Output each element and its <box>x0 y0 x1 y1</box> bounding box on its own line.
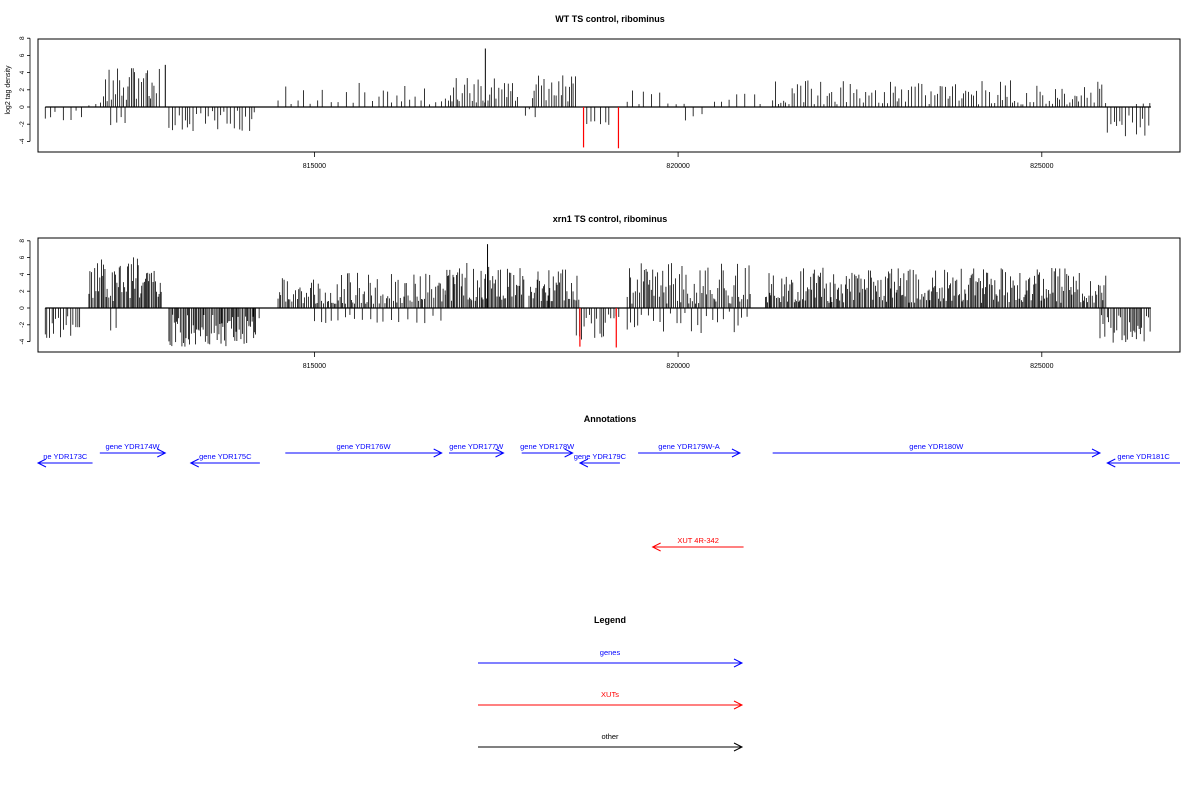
legend: Legend genes XUTs other <box>478 615 744 752</box>
x-tick-label: 825000 <box>1030 163 1053 170</box>
annotation-feature: gene YDR179C <box>574 452 627 468</box>
panel-wt-title: WT TS control, ribominus <box>555 14 665 24</box>
y-tick-label: 6 <box>19 53 26 57</box>
feature-arrowhead <box>564 448 574 458</box>
feature-arrowhead <box>1106 458 1116 468</box>
y-tick-label: 4 <box>19 70 26 74</box>
panel-wt-frame <box>37 38 1181 153</box>
annotations-title: Annotations <box>584 414 637 424</box>
feature-arrowhead <box>651 542 661 552</box>
feature-arrowhead <box>189 458 199 468</box>
annotations-track: Annotations ne YDR173C gene YDR174W gene Y… <box>36 414 1180 552</box>
x-tick-label: 820000 <box>666 163 689 170</box>
feature-arrowhead <box>1091 448 1102 458</box>
x-tick-label: 825000 <box>1030 363 1053 370</box>
y-tick-label: 2 <box>19 88 26 92</box>
y-tick-label: -4 <box>19 338 26 344</box>
legend-arrowhead <box>733 742 744 752</box>
feature-label: gene YDR175C <box>199 452 252 461</box>
feature-label: gene YDR174W <box>106 442 161 451</box>
panel-xrn1-x-axis: 815000 820000 825000 <box>303 352 1054 370</box>
legend-title: Legend <box>594 615 626 625</box>
y-tick-label: -2 <box>19 121 26 127</box>
y-tick-label: 6 <box>19 255 26 259</box>
annotation-feature: ne YDR173C <box>36 452 93 468</box>
y-tick-label: 8 <box>19 36 26 40</box>
legend-label: genes <box>600 648 621 657</box>
feature-arrowhead <box>495 448 505 458</box>
legend-item: genes <box>478 648 744 668</box>
panel-wt-ylabel: log2 tag density <box>5 65 12 115</box>
annotation-feature: gene YDR181C <box>1106 452 1180 468</box>
feature-arrowhead <box>433 448 443 458</box>
feature-arrowhead <box>157 448 167 458</box>
y-tick-label: 2 <box>19 289 26 293</box>
panel-xrn1-bars <box>44 244 1151 348</box>
y-tick-label: 8 <box>19 239 26 243</box>
panel-xrn1-frame <box>37 237 1181 353</box>
y-tick-label: 4 <box>19 272 26 276</box>
panel-xrn1-title: xrn1 TS control, ribominus <box>553 214 668 224</box>
feature-label: gene YDR179W-A <box>658 442 719 451</box>
feature-label: XUT 4R-342 <box>677 536 719 545</box>
feature-arrowhead <box>731 448 742 458</box>
y-tick-label: -2 <box>19 322 26 328</box>
y-tick-label: 0 <box>19 105 26 109</box>
feature-label: ne YDR173C <box>43 452 88 461</box>
panel-wt: WT TS control, ribominus log2 tag densit… <box>5 14 1181 170</box>
feature-label: gene YDR177W <box>449 442 504 451</box>
legend-arrowhead <box>733 700 744 710</box>
panel-wt-bars <box>44 48 1151 149</box>
x-tick-label: 820000 <box>666 363 689 370</box>
panel-xrn1-y-axis: -4 -2 0 2 4 6 8 <box>19 239 31 344</box>
x-tick-label: 815000 <box>303 363 326 370</box>
annotation-feature: gene YDR175C <box>189 452 260 468</box>
legend-item: XUTs <box>478 690 744 710</box>
panel-wt-x-axis: 815000 820000 825000 <box>303 152 1054 170</box>
feature-label: gene YDR180W <box>909 442 964 451</box>
feature-label: gene YDR181C <box>1117 452 1170 461</box>
annotation-feature: gene YDR176W <box>285 442 443 458</box>
legend-label: XUTs <box>601 690 619 699</box>
legend-arrowhead <box>733 658 744 668</box>
y-tick-label: -4 <box>19 138 26 144</box>
legend-item: other <box>478 732 744 752</box>
annotation-feature: gene YDR174W <box>99 442 167 458</box>
annotation-feature: gene YDR180W <box>772 442 1102 458</box>
annotation-feature: XUT 4R-342 <box>651 536 744 552</box>
legend-items: genes XUTs other <box>478 648 744 752</box>
legend-label: other <box>601 732 619 741</box>
feature-label: gene YDR176W <box>336 442 391 451</box>
feature-label: gene YDR178W <box>520 442 575 451</box>
annotation-feature: gene YDR177W <box>448 442 505 458</box>
annotation-feature: gene YDR178W <box>520 442 575 458</box>
feature-label: gene YDR179C <box>574 452 627 461</box>
panel-xrn1: xrn1 TS control, ribominus -4 -2 0 2 4 6 8 815… <box>19 214 1181 370</box>
feature-arrowhead <box>36 458 47 468</box>
feature-arrowhead <box>578 458 589 468</box>
panel-wt-y-axis: -4 -2 0 2 4 6 8 <box>19 36 31 144</box>
y-tick-label: 0 <box>19 306 26 310</box>
annotation-feature: gene YDR179W-A <box>638 442 742 458</box>
annotation-features: ne YDR173C gene YDR174W gene YDR175C gene Y… <box>36 442 1180 552</box>
x-tick-label: 815000 <box>303 163 326 170</box>
